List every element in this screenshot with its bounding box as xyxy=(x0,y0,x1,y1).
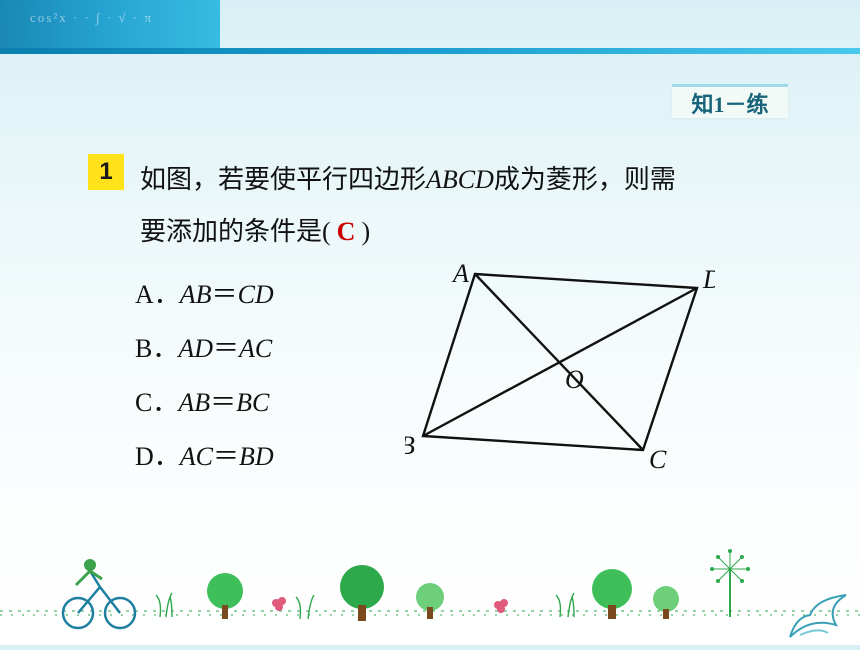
option-b-letter: B． xyxy=(135,334,178,363)
option-c: C．AB＝BC xyxy=(135,376,274,430)
qtext-mid: 成为菱形，则需 xyxy=(494,165,676,194)
option-a-letter: A． xyxy=(135,280,180,309)
option-d-eq: ＝ xyxy=(213,442,239,471)
option-d-lhs: AC xyxy=(180,442,213,471)
option-c-letter: C． xyxy=(135,388,178,417)
answer-letter: C xyxy=(331,217,362,246)
option-d-rhs: BD xyxy=(239,442,274,471)
qtext-pre: 如图，若要使平行四边形 xyxy=(140,165,426,194)
option-c-lhs: AB xyxy=(178,388,210,417)
option-b-eq: ＝ xyxy=(213,334,239,363)
option-b-rhs: AC xyxy=(239,334,272,363)
svg-text:B: B xyxy=(405,431,415,460)
option-d: D．AC＝BD xyxy=(135,430,274,484)
option-c-eq: ＝ xyxy=(210,388,236,417)
svg-text:A: A xyxy=(451,259,469,288)
geometry-diagram: A B C D O xyxy=(405,254,715,474)
svg-text:D: D xyxy=(702,265,715,294)
option-a-eq: ＝ xyxy=(212,280,238,309)
option-a-rhs: CD xyxy=(238,280,274,309)
options-list: A．AB＝CD B．AD＝AC C．AB＝BC D．AC＝BD xyxy=(135,268,274,484)
top-bar-line xyxy=(0,48,860,54)
qtext-abcd: ABCD xyxy=(426,165,494,194)
top-bar: cos²x · · ∫ · √ · π xyxy=(0,0,860,64)
question-block: 1 如图，若要使平行四边形ABCD成为菱形，则需 要添加的条件是(C) xyxy=(88,154,790,258)
svg-text:C: C xyxy=(649,445,667,474)
question-number-text: 1 xyxy=(99,158,112,186)
option-b: B．AD＝AC xyxy=(135,322,274,376)
option-a-lhs: AB xyxy=(180,280,212,309)
svg-text:O: O xyxy=(565,365,584,394)
qtext-line2-post: ) xyxy=(361,217,370,246)
section-badge: 知1－练 xyxy=(672,84,788,118)
option-c-rhs: BC xyxy=(236,388,269,417)
section-badge-label: 知1－练 xyxy=(691,87,768,119)
question-text: 如图，若要使平行四边形ABCD成为菱形，则需 要添加的条件是(C) xyxy=(140,154,790,258)
qtext-line2-pre: 要添加的条件是( xyxy=(140,217,331,246)
option-a: A．AB＝CD xyxy=(135,268,274,322)
top-bar-decor: cos²x · · ∫ · √ · π xyxy=(30,10,153,26)
bottom-decoration xyxy=(0,525,860,645)
option-d-letter: D． xyxy=(135,442,180,471)
question-number: 1 xyxy=(88,154,124,190)
option-b-lhs: AD xyxy=(178,334,213,363)
